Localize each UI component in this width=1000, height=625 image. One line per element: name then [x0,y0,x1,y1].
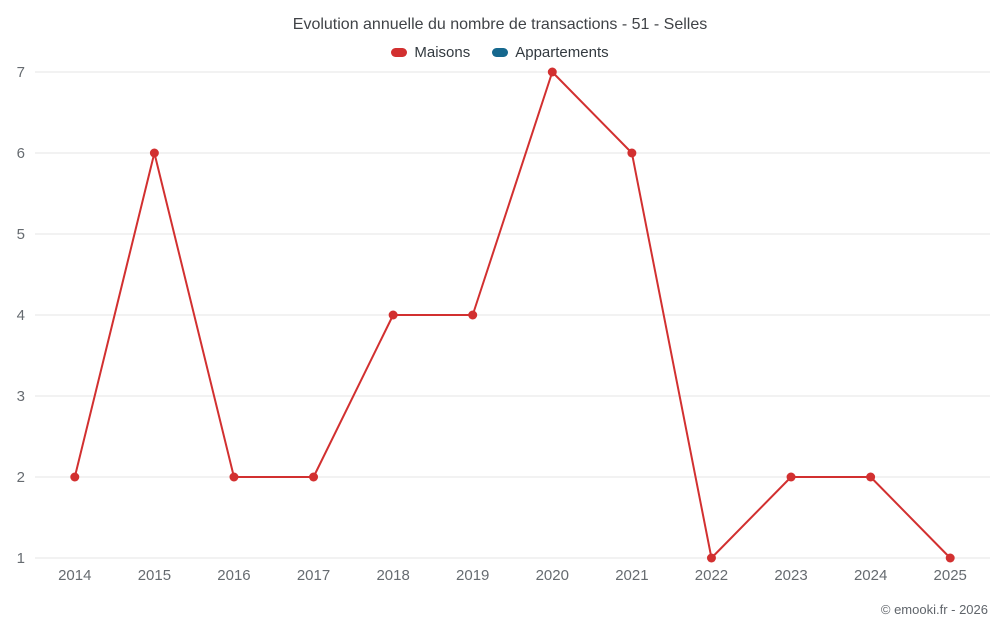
y-tick-label: 3 [17,388,25,405]
data-point[interactable] [627,148,637,158]
chart-title: Evolution annuelle du nombre de transact… [292,16,708,33]
x-tick-label: 2014 [58,567,91,584]
legend-label: Maisons [414,44,471,61]
x-tick-label: 2023 [774,567,807,584]
y-tick-label: 4 [17,307,25,324]
data-point[interactable] [945,553,955,563]
data-point[interactable] [309,472,319,482]
y-tick-label: 5 [17,226,25,243]
data-point[interactable] [706,553,716,563]
data-point[interactable] [866,472,876,482]
y-tick-label: 7 [17,64,25,81]
data-point[interactable] [388,310,398,320]
data-point[interactable] [786,472,796,482]
legend-item-maisons[interactable]: Maisons [391,44,470,61]
y-tick-label: 6 [17,145,25,162]
x-tick-label: 2018 [376,567,409,584]
data-point[interactable] [468,310,478,320]
credit: © emooki.fr - 2026 [880,602,988,617]
x-tick-label: 2025 [934,567,967,584]
legend-label: Appartements [515,44,609,61]
x-tick-label: 2021 [615,567,648,584]
x-tick-label: 2022 [695,567,728,584]
x-tick-label: 2024 [854,567,887,584]
data-point[interactable] [70,472,80,482]
series-line [73,71,951,559]
legend-marker [391,48,408,57]
y-tick-label: 2 [17,469,25,486]
x-tick-label: 2015 [138,567,171,584]
data-point[interactable] [149,148,159,158]
legend-marker [492,48,509,57]
x-tick-label: 2017 [297,567,330,584]
x-tick-label: 2019 [456,567,489,584]
legend-item-appartements[interactable]: Appartements [492,44,609,61]
legend: Maisons Appartements [0,44,1000,61]
data-point[interactable] [229,472,239,482]
data-point[interactable] [547,67,557,77]
y-tick-label: 1 [17,550,25,567]
x-tick-label: 2020 [536,567,569,584]
x-tick-label: 2016 [217,567,250,584]
